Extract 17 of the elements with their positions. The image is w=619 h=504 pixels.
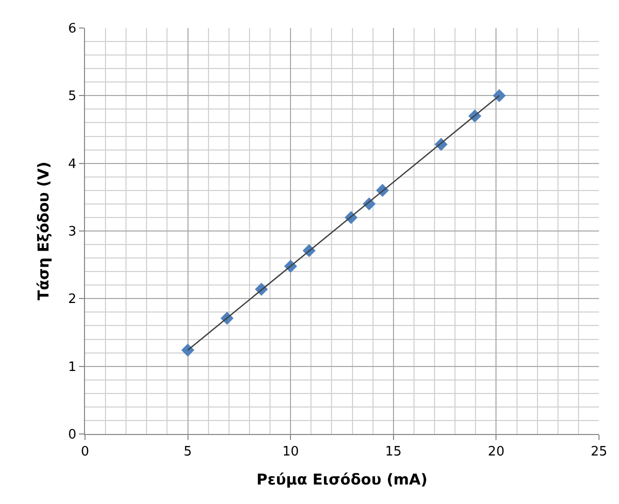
y-tick-label: 4 <box>68 156 76 172</box>
y-tick-label: 5 <box>68 89 76 104</box>
y-tick-label: 0 <box>68 428 76 443</box>
x-tick-label: 10 <box>282 444 299 460</box>
x-axis-title: Ρεύμα Εισόδου (mA) <box>256 470 428 489</box>
point <box>181 344 194 357</box>
x-tick-label: 20 <box>488 444 504 460</box>
y-tick-label: 1 <box>68 360 76 375</box>
y-tick-label: 2 <box>68 292 76 308</box>
y-tick-label: 3 <box>68 224 76 240</box>
point <box>492 89 506 102</box>
y-tick-label: 6 <box>68 22 76 37</box>
x-tick-label: 5 <box>184 444 192 460</box>
x-tick-label: 0 <box>80 444 90 460</box>
x-tick-label: 25 <box>590 444 608 460</box>
x-tick-label: 15 <box>385 444 402 460</box>
y-axis-title: Τάση Εξόδου (V) <box>34 162 52 300</box>
